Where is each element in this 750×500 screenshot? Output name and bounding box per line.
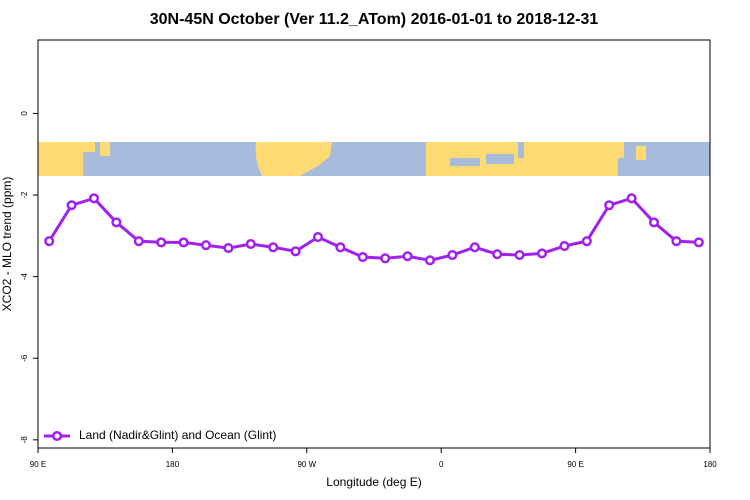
data-point: [402, 251, 413, 262]
data-point: [559, 240, 570, 252]
data-point: [44, 236, 55, 247]
map-strip: [38, 142, 710, 176]
x-tick-label: 180: [703, 460, 717, 469]
data-point: [133, 236, 144, 247]
y-tick-label: -4: [20, 273, 29, 281]
data-point: [268, 242, 279, 253]
legend-marker: [51, 430, 63, 442]
data-point: [648, 217, 660, 228]
data-point: [245, 238, 256, 250]
data-point: [581, 236, 592, 247]
data-point: [88, 193, 100, 204]
data-point: [469, 242, 480, 253]
data-point: [156, 237, 167, 248]
data-point: [290, 246, 301, 257]
x-tick-label: 180: [166, 460, 180, 469]
y-axis-label: XCO2 - MLO trend (ppm): [0, 177, 14, 312]
data-point: [312, 232, 324, 243]
data-point: [671, 236, 682, 247]
data-point: [66, 200, 77, 211]
data-line: [47, 196, 699, 262]
y-tick-label: -8: [20, 436, 29, 444]
data-point: [380, 253, 391, 264]
y-tick-label: 0: [20, 111, 29, 116]
data-point: [335, 242, 346, 253]
data-point: [604, 200, 615, 211]
data-point: [357, 252, 368, 263]
x-tick-label: 90 E: [30, 460, 46, 469]
x-axis-label: Longitude (deg E): [326, 475, 421, 489]
data-point: [492, 249, 503, 260]
x-tick-label: 0: [439, 460, 444, 469]
data-point: [111, 217, 122, 228]
y-tick-label: -6: [20, 354, 29, 362]
data-point: [693, 237, 704, 248]
x-tick-label: 90 E: [567, 460, 583, 469]
data-point: [514, 249, 525, 261]
data-point: [178, 237, 189, 248]
y-tick-label: -2: [20, 191, 29, 199]
x-tick-label: 90 W: [297, 460, 316, 469]
legend-label: Land (Nadir&Glint) and Ocean (Glint): [79, 428, 276, 442]
data-point: [424, 255, 436, 266]
plot-frame: [37, 39, 711, 449]
data-point: [447, 249, 458, 261]
data-point: [223, 243, 234, 254]
data-point: [536, 248, 548, 259]
chart-title: 30N-45N October (Ver 11.2_ATom) 2016-01-…: [150, 11, 599, 28]
data-point: [626, 193, 637, 204]
data-point: [200, 240, 212, 251]
